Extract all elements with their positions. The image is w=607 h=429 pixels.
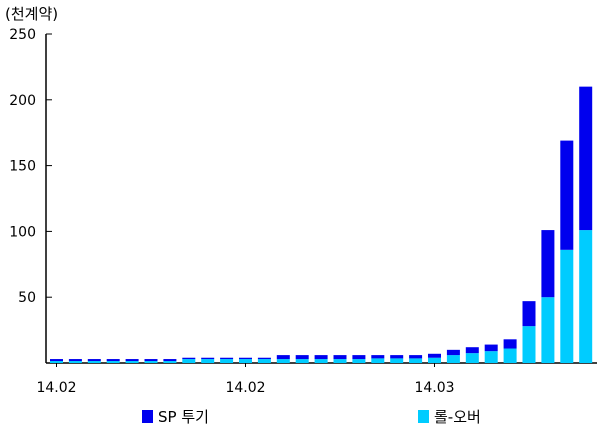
bar-sp: [390, 355, 404, 359]
bar-sp: [87, 359, 101, 362]
bar-rollover: [220, 359, 234, 363]
bar-rollover: [333, 359, 347, 363]
bar-rollover: [446, 355, 460, 363]
bar-rollover: [50, 361, 63, 363]
bar-sp: [503, 339, 517, 349]
bar-rollover: [503, 348, 517, 363]
bar-rollover: [465, 353, 479, 363]
bar-rollover: [144, 361, 158, 363]
bar-sp: [201, 357, 215, 360]
bar-sp: [371, 355, 385, 359]
bar-sp: [428, 353, 441, 358]
bar-sp: [220, 357, 234, 360]
bar-rollover: [541, 297, 555, 363]
bar-rollover: [484, 351, 498, 363]
bar-sp: [314, 355, 328, 360]
bar-sp: [182, 357, 196, 360]
bar-sp: [68, 359, 82, 362]
bar-rollover: [295, 359, 309, 363]
y-tick-label: 200: [9, 93, 36, 109]
bar-rollover: [409, 358, 423, 363]
x-tick-label: 14.03: [414, 380, 454, 396]
bar-rollover: [239, 359, 252, 363]
bar-sp: [409, 355, 423, 359]
bar-sp: [276, 355, 290, 360]
bar-sp: [484, 344, 498, 352]
bar-sp: [333, 355, 347, 360]
bar-rollover: [352, 359, 366, 363]
bar-sp: [106, 359, 120, 362]
bar-rollover: [276, 359, 290, 363]
bar-rollover: [371, 358, 385, 363]
y-unit-label: (천계약): [5, 5, 58, 23]
bar-sp: [352, 355, 366, 360]
bar-rollover: [428, 357, 441, 363]
bar-sp: [522, 301, 536, 327]
bar-sp: [541, 230, 555, 298]
bar-sp: [163, 359, 177, 362]
bar-rollover: [201, 359, 215, 363]
bar-rollover: [68, 361, 82, 363]
legend-label-rollover: 롤-오버: [434, 408, 481, 426]
legend-swatch-sp: [142, 410, 153, 423]
bar-rollover: [522, 326, 536, 363]
bar-sp: [257, 357, 271, 360]
bar-rollover: [87, 361, 101, 363]
bar-rollover: [314, 359, 328, 363]
bar-rollover: [579, 230, 593, 363]
legend-label-sp: SP 투기: [158, 408, 209, 426]
legend-swatch-rollover: [418, 410, 429, 423]
bar-sp: [144, 359, 158, 362]
bar-sp: [295, 355, 309, 360]
bar-sp: [579, 86, 593, 231]
bar-rollover: [390, 358, 404, 363]
bar-rollover: [163, 361, 177, 363]
bar-sp: [560, 140, 574, 250]
bar-sp: [50, 359, 63, 362]
bar-rollover: [125, 361, 139, 363]
bar-rollover: [106, 361, 120, 363]
y-tick-label: 50: [18, 290, 36, 306]
y-tick-label: 250: [9, 27, 36, 43]
legend: SP 투기 롤-오버: [142, 408, 481, 426]
x-tick-label: 14.02: [36, 380, 76, 396]
y-tick-label: 150: [9, 159, 36, 175]
x-tick-label: 14.02: [225, 380, 265, 396]
y-tick-label: 100: [9, 224, 36, 240]
bar-rollover: [257, 359, 271, 363]
bars: [50, 86, 593, 363]
bar-sp: [239, 357, 252, 360]
bar-sp: [446, 349, 460, 356]
bar-sp: [125, 359, 139, 362]
bar-rollover: [182, 359, 196, 363]
bar-rollover: [560, 249, 574, 363]
bar-sp: [465, 347, 479, 354]
